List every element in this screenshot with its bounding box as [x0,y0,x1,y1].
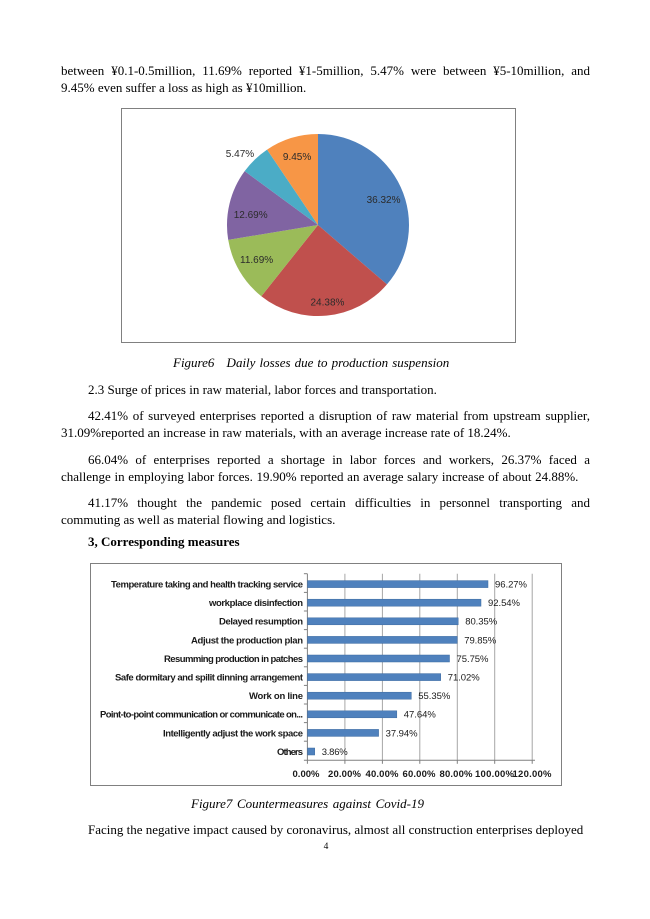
svg-text:Safe dormitary and spilit dinn: Safe dormitary and spilit dinning arrang… [115,673,304,684]
svg-text:Delayed resumption: Delayed resumption [219,617,303,628]
svg-text:80.35%: 80.35% [465,617,498,628]
svg-text:Others: Others [277,747,303,758]
svg-text:Temperature taking and health: Temperature taking and health tracking s… [111,580,303,591]
svg-text:92.54%: 92.54% [488,598,521,609]
svg-text:37.94%: 37.94% [386,728,419,739]
svg-text:79.85%: 79.85% [464,635,497,646]
svg-text:60.00%: 60.00% [403,769,437,780]
svg-text:9.45%: 9.45% [283,152,311,163]
svg-text:3.86%: 3.86% [322,747,349,758]
svg-text:12.69%: 12.69% [234,210,268,221]
svg-text:40.00%: 40.00% [366,769,400,780]
svg-text:71.02%: 71.02% [448,673,481,684]
svg-text:47.64%: 47.64% [404,710,437,721]
svg-text:75.75%: 75.75% [457,654,490,665]
svg-text:100.00%: 100.00% [475,769,515,780]
svg-text:80.00%: 80.00% [440,769,474,780]
svg-text:Work on line: Work on line [249,691,303,702]
svg-text:120.00%: 120.00% [513,769,553,780]
svg-text:55.35%: 55.35% [418,691,451,702]
svg-text:5.47%: 5.47% [226,149,254,160]
svg-text:0.00%: 0.00% [293,769,321,780]
svg-text:Intelligently adjust the work: Intelligently adjust the work space [163,728,303,739]
svg-text:20.00%: 20.00% [328,769,362,780]
svg-text:36.32%: 36.32% [367,195,401,206]
svg-text:Resumming production in patche: Resumming production in patches [164,654,303,665]
svg-text:96.27%: 96.27% [495,580,528,591]
svg-text:11.69%: 11.69% [240,255,273,266]
svg-text:workplace disinfection: workplace disinfection [208,598,303,609]
svg-text:Adjust the production plan: Adjust the production plan [191,635,303,646]
svg-text:Point-to-point communication o: Point-to-point communication or communic… [100,710,303,721]
svg-text:24.38%: 24.38% [311,298,345,309]
